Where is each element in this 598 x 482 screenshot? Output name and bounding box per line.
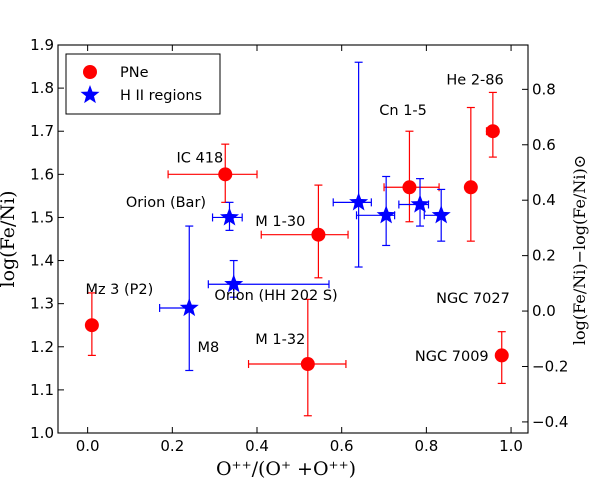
hii-region-point [349, 192, 369, 211]
ticks: 0.0 0.2 0.4 0.6 0.8 1.0 1.0 1.1 1.2 1.3 1.4 1.5 1.6 1… [30, 36, 568, 455]
y-tick-label: 1.5 [30, 208, 54, 226]
x-tick-label: 0.4 [245, 437, 269, 455]
x-tick-label: 0.8 [414, 437, 438, 455]
y-right-axis-label: log(Fe/Ni)−log(Fe/Ni)⊙ [570, 155, 589, 345]
x-tick-label: 0.0 [76, 437, 100, 455]
hii-region-point [179, 297, 199, 317]
y-right-tick-label: 0.2 [532, 247, 556, 265]
plot-frame [57, 44, 529, 434]
x-axis-label: O⁺⁺/(O⁺ +O⁺⁺) [216, 458, 356, 480]
legend-hii-label: H II regions [120, 88, 202, 104]
legend-box [65, 53, 221, 115]
y-tick-label: 1.7 [30, 122, 54, 140]
point-annotation: M8 [197, 340, 219, 356]
pne-point [84, 318, 99, 333]
y-right-tick-label: −0.4 [532, 413, 568, 431]
y-tick-label: 1.0 [30, 424, 54, 442]
y-tick-label: 1.1 [30, 381, 54, 399]
legend-pne-label: PNe [120, 65, 149, 81]
point-annotation: Orion (HH 202 S) [214, 288, 337, 304]
pne-point [494, 348, 509, 363]
y-right-tick-label: 0.6 [532, 136, 556, 154]
pne-point [218, 167, 233, 182]
y-tick-label: 1.2 [30, 338, 54, 356]
x-tick-label: 1.0 [499, 437, 523, 455]
point-annotation: He 2-86 [446, 73, 503, 89]
y-right-tick-label: 0.4 [532, 191, 556, 209]
hii-region-point [376, 205, 396, 224]
y-tick-label: 1.3 [30, 295, 54, 313]
pne-point [311, 227, 326, 242]
hii-region-point [224, 274, 244, 293]
point-annotation: M 1-32 [255, 332, 305, 348]
hii-region-point [410, 194, 430, 213]
y-right-tick-label: 0.0 [532, 302, 556, 320]
hii-region-point [431, 205, 451, 224]
point-annotation: M 1-30 [255, 214, 305, 230]
point-annotations: Mz 3 (P2) IC 418 Orion (Bar) M 1-30 Orion (H… [85, 73, 509, 365]
hii-region-point [219, 207, 239, 226]
point-annotation: Orion (Bar) [126, 195, 206, 211]
y-axis-label: log(Fe/Ni) [0, 191, 19, 288]
legend-hii-marker [80, 85, 100, 104]
point-annotation: Mz 3 (P2) [85, 282, 153, 298]
pne-point [402, 180, 417, 195]
data-markers [84, 124, 509, 372]
y-tick-label: 1.6 [30, 165, 54, 183]
point-annotation: Cn 1-5 [379, 103, 427, 119]
point-annotation: NGC 7009 [415, 349, 489, 365]
y-right-tick-label: 0.8 [532, 80, 556, 98]
axes [57, 44, 529, 434]
y-tick-label: 1.4 [30, 252, 54, 270]
x-tick-label: 0.6 [330, 437, 354, 455]
y-tick-label: 1.9 [30, 36, 54, 54]
pne-point [463, 180, 478, 195]
x-tick-label: 0.2 [160, 437, 184, 455]
point-annotation: IC 418 [177, 151, 224, 167]
point-annotation: NGC 7027 [436, 291, 510, 307]
legend: PNe H II regions [65, 53, 221, 115]
pne-point [485, 124, 500, 139]
y-right-tick-label: −0.2 [532, 357, 568, 375]
y-tick-label: 1.8 [30, 79, 54, 97]
legend-pne-marker [83, 65, 97, 79]
pne-point [300, 357, 315, 372]
